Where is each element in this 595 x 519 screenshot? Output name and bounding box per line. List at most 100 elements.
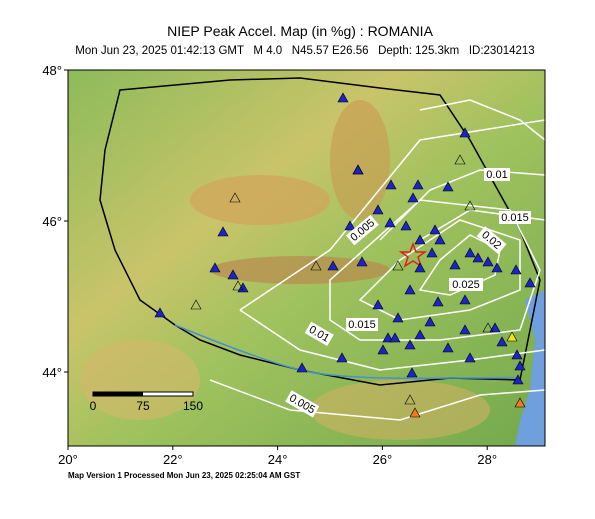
station <box>459 324 471 335</box>
label-box <box>345 214 379 246</box>
station <box>434 234 446 245</box>
scale-label: 150 <box>183 399 203 413</box>
station <box>384 217 396 228</box>
station <box>514 360 526 371</box>
lon-tick-label: 20° <box>58 452 78 467</box>
station <box>356 256 368 267</box>
station <box>232 280 244 291</box>
map-frame <box>67 69 546 447</box>
station <box>514 397 526 408</box>
scale-bar-rect <box>93 392 143 396</box>
station <box>392 312 404 323</box>
station <box>459 127 471 138</box>
station <box>482 256 494 267</box>
contour-label: 0.01 <box>486 169 507 181</box>
lon-tick-label: 26° <box>373 452 393 467</box>
station <box>449 259 461 270</box>
station <box>409 407 421 418</box>
station <box>464 200 476 211</box>
map-footer: Map Version 1 Processed Mon Jun 23, 2025… <box>68 471 300 480</box>
station <box>310 260 322 271</box>
label-box <box>449 278 483 291</box>
station <box>392 260 404 271</box>
contour-label: 0.025 <box>452 279 480 291</box>
mountains <box>310 380 490 440</box>
label-box <box>476 226 507 255</box>
station <box>429 224 441 235</box>
axis-ticks: 48° 46° 44° 20° 22° 24° 26° 28° <box>42 63 497 467</box>
contour-label: 0.015 <box>348 319 376 331</box>
station <box>414 262 426 273</box>
label-box <box>346 318 378 331</box>
station <box>154 307 166 318</box>
station <box>377 344 389 355</box>
station <box>412 179 424 190</box>
station <box>510 264 522 275</box>
station <box>336 352 348 363</box>
lon-tick-label: 28° <box>477 452 497 467</box>
station <box>382 332 394 343</box>
station <box>489 322 501 333</box>
station <box>407 192 419 203</box>
mountains <box>80 340 200 420</box>
lon-tick-label: 22° <box>163 452 183 467</box>
station <box>217 226 229 237</box>
station <box>442 342 454 353</box>
station <box>404 339 416 350</box>
station <box>482 322 494 333</box>
scale-bar: 0 75 150 <box>90 391 203 413</box>
station <box>372 204 384 215</box>
station <box>496 336 508 347</box>
label-box <box>484 168 510 181</box>
map-subtitle: Mon Jun 23, 2025 01:42:13 GMT M 4.0 N45.… <box>75 45 534 57</box>
label-box <box>499 211 531 224</box>
lon-tick-label: 24° <box>268 452 288 467</box>
mountains <box>190 175 330 225</box>
station <box>524 277 536 288</box>
map-area: 0.01 0.015 0.02 0.025 0.005 0.01 0.015 0… <box>68 70 545 446</box>
station <box>229 192 241 203</box>
station <box>389 332 401 343</box>
station <box>424 316 436 327</box>
black-sea <box>515 290 545 446</box>
station <box>406 367 418 378</box>
lat-tick-label: 48° <box>42 63 62 78</box>
station <box>472 252 484 263</box>
mountains <box>330 100 390 220</box>
station <box>400 220 412 231</box>
station <box>414 234 426 245</box>
station <box>227 269 239 280</box>
station <box>337 92 349 103</box>
epicenter <box>398 241 428 268</box>
scale-label: 0 <box>90 399 97 413</box>
station <box>426 247 438 258</box>
station <box>511 349 523 360</box>
station <box>512 374 524 385</box>
station <box>442 181 454 192</box>
station <box>491 262 503 273</box>
station <box>352 164 364 175</box>
label-box <box>304 321 334 346</box>
station <box>454 154 466 165</box>
station <box>414 329 426 340</box>
stations <box>154 92 536 418</box>
station <box>372 299 384 310</box>
station <box>404 284 416 295</box>
lat-tick-label: 44° <box>42 365 62 380</box>
station <box>464 352 476 363</box>
station <box>464 247 476 258</box>
station <box>296 362 308 373</box>
station <box>432 296 444 307</box>
label-box <box>285 390 320 418</box>
station <box>385 179 397 190</box>
lat-tick-label: 46° <box>42 214 62 229</box>
station <box>404 394 416 405</box>
station <box>327 260 339 271</box>
station <box>190 299 202 310</box>
station <box>459 294 471 305</box>
contour-label: 0.015 <box>501 212 529 224</box>
station <box>209 262 221 273</box>
scale-label: 75 <box>136 399 150 413</box>
station <box>506 331 518 342</box>
